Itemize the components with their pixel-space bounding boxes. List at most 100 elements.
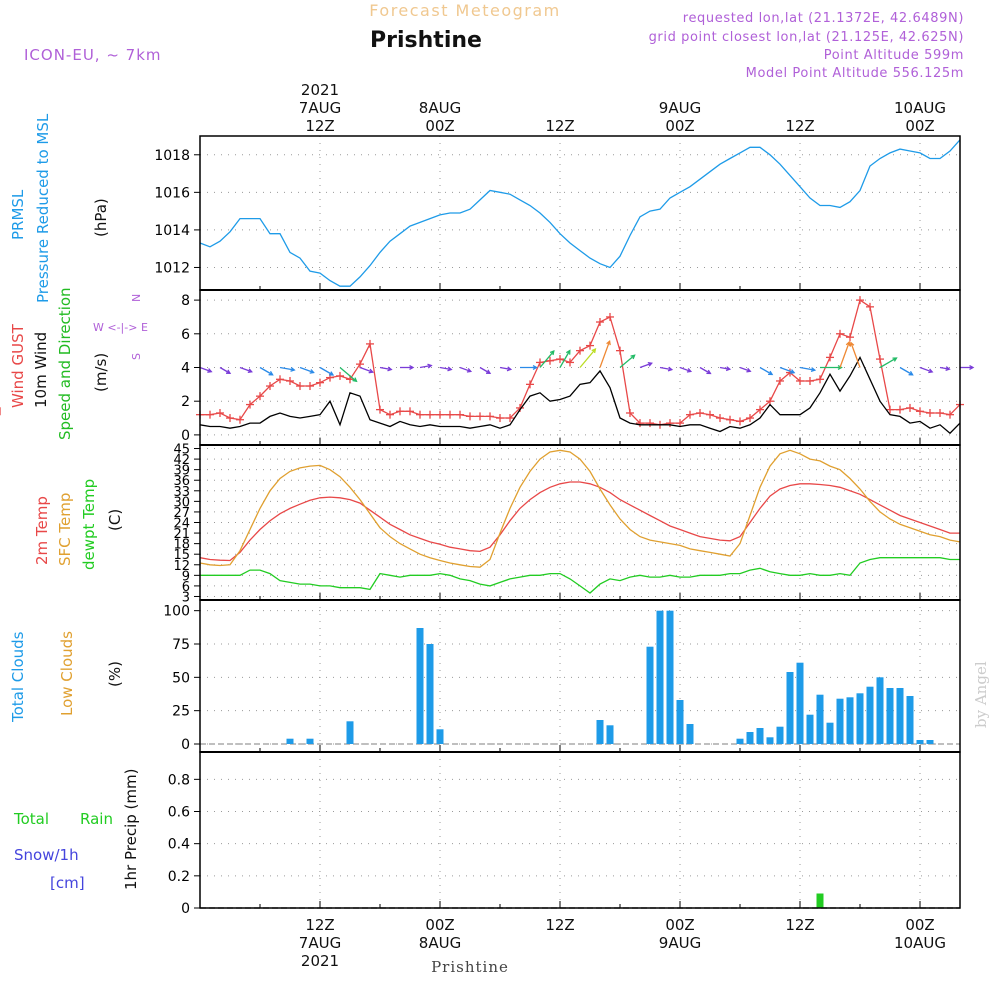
clouds-bar — [886, 688, 894, 744]
wind-arrow — [439, 366, 453, 372]
wind-arrow-shaft — [850, 342, 861, 368]
gust-point — [806, 376, 814, 385]
footer-location: Prishtine — [431, 958, 509, 976]
temperature-ytick-label: 36 — [173, 474, 190, 489]
wind-arrow-head — [447, 366, 453, 372]
gust-point — [286, 376, 294, 385]
gust-point — [386, 410, 394, 419]
gust-point — [596, 318, 604, 327]
wind-arrow — [559, 349, 571, 368]
gust-point — [446, 410, 454, 419]
wind-arrow — [319, 366, 335, 376]
temp-label-dewpt: dewpt Temp — [80, 479, 98, 570]
wind-arrow-shaft — [439, 366, 452, 371]
clouds-bar — [306, 738, 314, 744]
gust-point — [666, 419, 674, 428]
gust-point — [226, 414, 234, 423]
pressure-ytick-label: 1014 — [154, 223, 190, 239]
clouds-label-low: Low Clouds — [58, 631, 76, 716]
temperature-ytick-label: 27 — [173, 506, 190, 521]
precip-panel-labels: Total Rain Snow/1h [cm] 1hr Precip (mm) — [13, 769, 140, 892]
credit-watermark: by Angel — [972, 661, 990, 728]
clouds-bar — [346, 721, 354, 744]
temperature-panel-labels: 2m Temp SFC Temp dewpt Temp (C) — [33, 479, 124, 570]
bottom-time-label: 8AUG — [419, 934, 461, 952]
wind-arrow-head — [928, 368, 934, 374]
wind-arrow-head — [591, 348, 597, 354]
wind-arrow-shaft — [899, 366, 913, 376]
clouds-bar — [836, 698, 844, 744]
wind-arrow-shaft — [219, 366, 231, 374]
gust-point — [736, 417, 744, 426]
series-line-10m-wind — [199, 355, 961, 435]
gust-point — [466, 412, 474, 421]
wind-arrow — [960, 365, 975, 370]
wind-direction-arrows — [199, 339, 975, 383]
gust-point — [776, 376, 784, 385]
pressure-panel-labels: PRMSL Pressure Reduced to MSL (hPa) — [9, 113, 110, 303]
gust-point — [336, 371, 344, 380]
temperature-ytick-label: 3 — [182, 590, 190, 605]
wind-arrow-shaft — [699, 366, 711, 375]
wind-arrow-head — [746, 367, 752, 373]
gust-point — [686, 410, 694, 419]
wind-arrow — [579, 348, 597, 368]
wind-arrow-head — [810, 367, 817, 373]
precip-ytick-label: 0.6 — [168, 805, 190, 821]
gust-point — [366, 339, 374, 348]
clouds-bar — [866, 686, 874, 744]
temp-label-sfc: SFC Temp — [56, 493, 74, 566]
clouds-bar — [756, 728, 764, 744]
clouds-panel: 0 25 50 75 100 — [163, 599, 961, 753]
gust-point — [896, 405, 904, 414]
clouds-ytick-label: 100 — [163, 604, 190, 620]
top-time-label: 00Z — [665, 117, 694, 135]
gust-point — [216, 408, 224, 417]
gust-point — [846, 333, 854, 342]
top-time-label: 10AUG — [894, 99, 946, 117]
precip-label-snow: Snow/1h — [14, 846, 79, 864]
wind-arrow-shaft — [879, 357, 897, 369]
pressure-label-desc: Pressure Reduced to MSL — [34, 113, 52, 303]
gust-point — [816, 375, 824, 384]
gust-point — [526, 380, 534, 389]
gust-point — [616, 346, 624, 355]
bottom-time-label: 12Z — [305, 916, 334, 934]
wind-arrow — [379, 366, 393, 372]
wind-arrow — [219, 366, 232, 374]
gust-point — [836, 329, 844, 338]
wind-label-unit: (m/s) — [92, 353, 110, 392]
top-time-label: 8AUG — [419, 99, 461, 117]
wind-arrow-head — [837, 365, 843, 370]
wind-arrow-shaft — [679, 366, 692, 373]
clouds-bar — [876, 677, 884, 744]
wind-arrow — [899, 366, 914, 376]
clouds-bar — [816, 694, 824, 744]
wind-arrow-head — [630, 354, 636, 360]
gust-point — [756, 405, 764, 414]
wind-arrow-shaft — [419, 364, 432, 369]
temperature-ytick-label: 39 — [173, 464, 190, 479]
clouds-bar — [426, 644, 434, 744]
wind-arrow-head — [485, 369, 492, 374]
precip-bar — [816, 893, 824, 908]
wind-arrow-shaft — [479, 366, 491, 374]
clouds-bar — [896, 688, 904, 744]
gust-point — [456, 410, 464, 419]
gust-point — [276, 375, 284, 384]
series-line-2m-temp — [199, 481, 960, 562]
gust-point — [696, 408, 704, 417]
wind-arrow-shaft — [759, 366, 773, 376]
gust-point — [406, 407, 414, 416]
clouds-bar — [736, 738, 744, 744]
wind-arrow-head — [466, 367, 473, 373]
gust-point — [556, 355, 564, 364]
location-title: Prishtine — [370, 28, 482, 53]
bottom-time-label: 10AUG — [894, 934, 946, 952]
wind-arrow — [839, 340, 851, 368]
wind-arrow-shaft — [539, 350, 555, 368]
clouds-bar — [416, 628, 424, 744]
gust-point — [486, 412, 494, 421]
wind-arrow-shaft — [839, 341, 850, 368]
